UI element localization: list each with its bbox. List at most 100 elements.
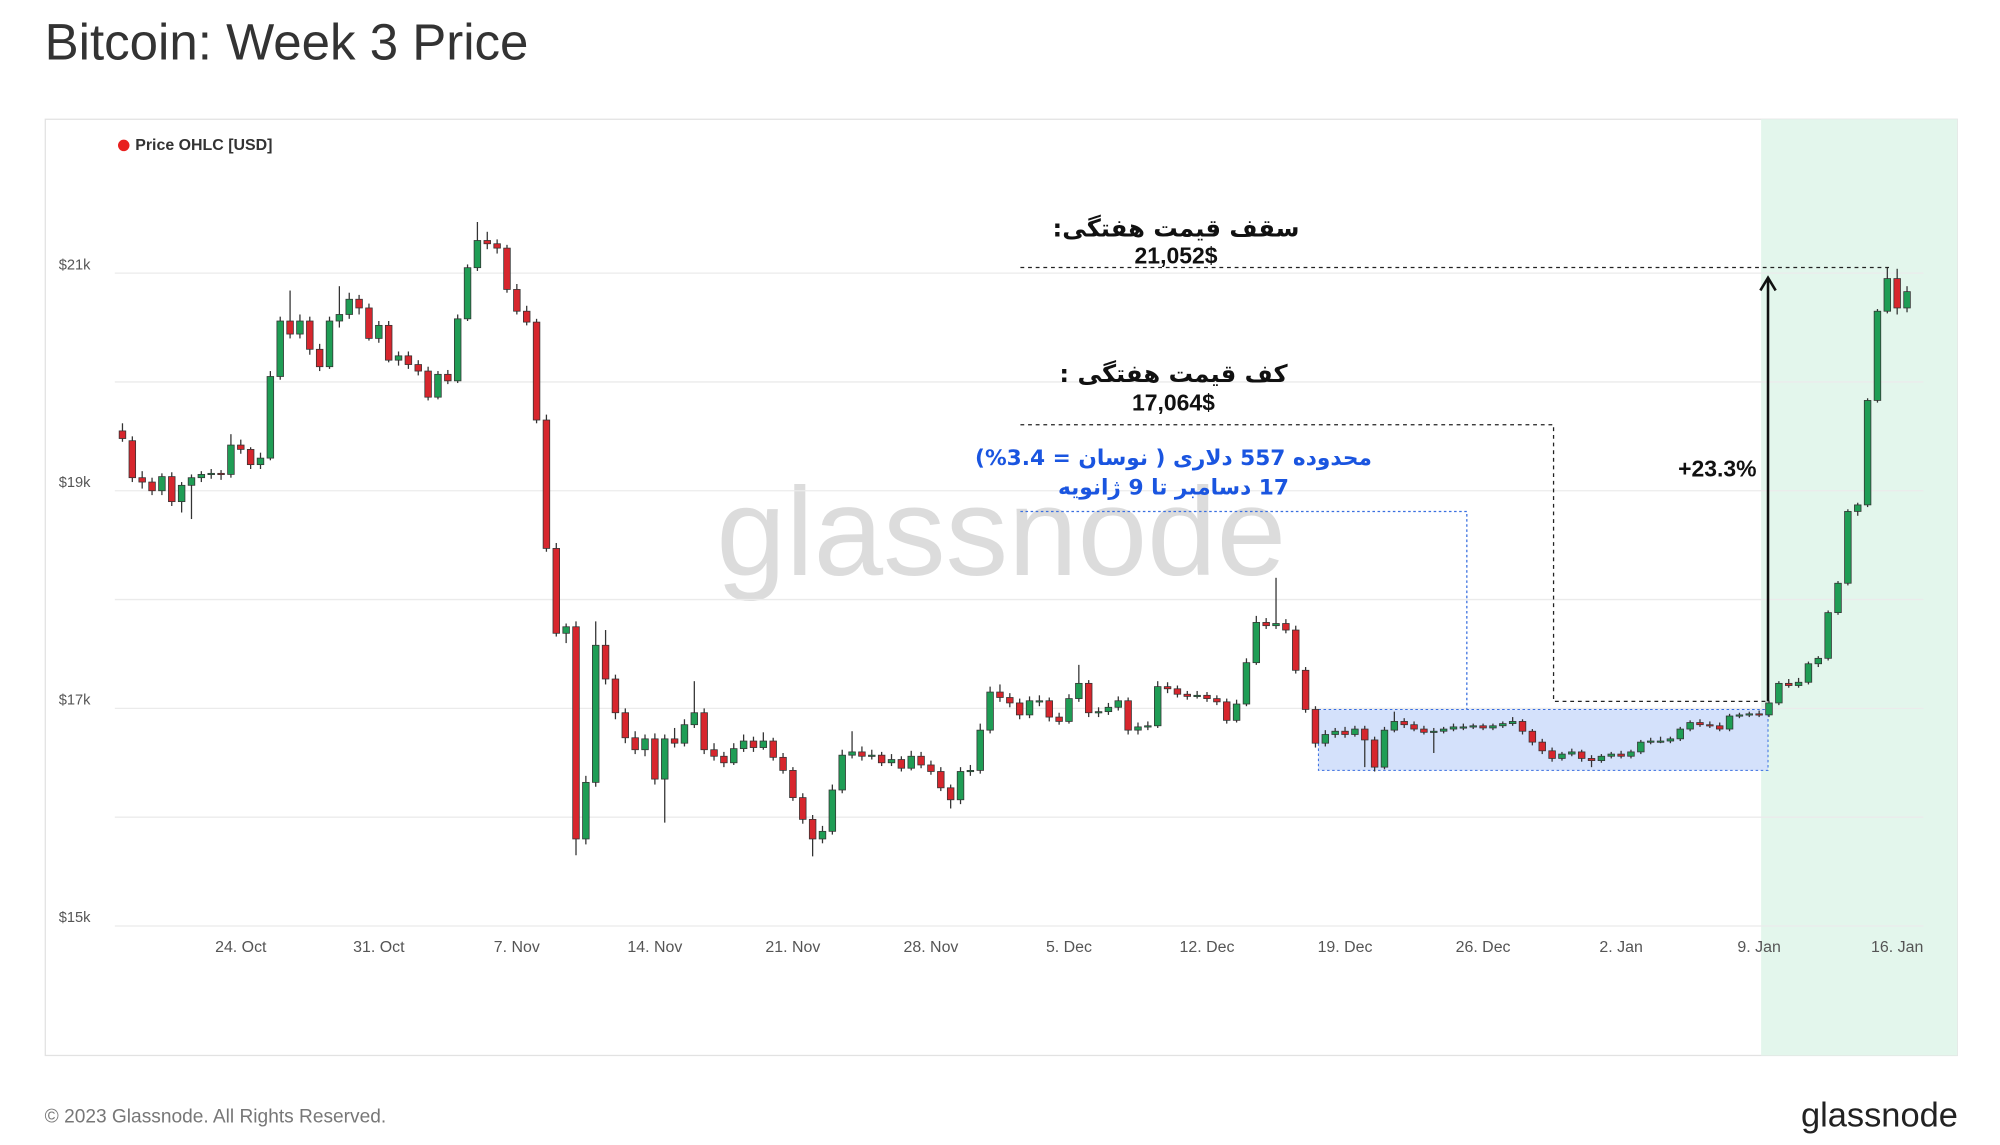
candle-body (1262, 622, 1270, 627)
candle-body (1410, 724, 1418, 730)
candle-body (424, 370, 432, 398)
candle-body (1223, 701, 1231, 721)
candle-body (601, 644, 610, 680)
candle-body (769, 740, 777, 758)
candle-body (1420, 728, 1428, 733)
candle-body (1361, 728, 1369, 741)
candle-body (1311, 709, 1320, 744)
candle-body (394, 355, 403, 361)
chart-title: Bitcoin: Week 3 Price (45, 13, 529, 70)
candle-body (1124, 700, 1132, 731)
candle-body (1646, 740, 1655, 743)
candle-body (1272, 623, 1280, 627)
candle-body (1548, 750, 1556, 759)
candle-body (503, 247, 511, 290)
candle-body (1065, 698, 1073, 722)
candle-body (1341, 730, 1349, 735)
candle-body (1331, 730, 1339, 735)
candle-body (187, 477, 196, 486)
candle-body (177, 484, 186, 503)
candle-body (1745, 713, 1753, 716)
candle-body (611, 678, 620, 714)
candle-body (621, 712, 630, 739)
candle-body (1075, 682, 1083, 699)
candle-body (1351, 728, 1359, 735)
candle-body (1676, 728, 1684, 740)
candle-body (1282, 623, 1290, 631)
candle-body (493, 243, 501, 249)
logo: glassnode (1801, 1096, 1958, 1134)
candle-body (1538, 741, 1546, 752)
x-tick-label: 19. Dec (1318, 939, 1373, 956)
candle-body (1903, 291, 1911, 309)
candle-body (966, 770, 975, 773)
x-tick-label: 14. Nov (627, 939, 682, 956)
candle-body (355, 298, 363, 309)
candle-body (197, 474, 206, 479)
candle-body (1193, 694, 1201, 697)
candle-body (1617, 753, 1625, 757)
candle-body (1370, 739, 1379, 768)
candle-body (1380, 729, 1389, 768)
candle-body (1804, 663, 1813, 683)
candle-body (1045, 700, 1053, 718)
candle-body (1794, 681, 1803, 686)
candle-body (917, 755, 925, 766)
candle-body (306, 320, 314, 350)
candle-body (158, 476, 166, 492)
candle-body (345, 298, 353, 315)
candle-body (1203, 694, 1211, 699)
x-tick-label: 26. Dec (1456, 939, 1511, 956)
legend-marker (118, 139, 130, 152)
candle-body (730, 748, 738, 764)
candle-body (1834, 582, 1842, 614)
candle-body (473, 240, 482, 269)
candle-body (680, 724, 689, 744)
candle-body (256, 457, 265, 466)
candle-body (1587, 758, 1596, 761)
floor-label: کف قیمت هفتگی : (1059, 359, 1288, 388)
y-tick-label: $17k (59, 693, 91, 709)
x-tick-label: 24. Oct (215, 939, 267, 956)
candle-body (1735, 714, 1744, 717)
candle-body (1696, 722, 1704, 726)
candle-body (848, 751, 856, 756)
candle-body (1686, 722, 1694, 730)
candle-body (858, 751, 866, 757)
candle-body (1479, 725, 1487, 729)
candle-body (532, 321, 541, 421)
candle-body (138, 477, 146, 483)
candle-body (1035, 700, 1044, 703)
candle-body (118, 430, 127, 439)
candle-body (227, 444, 235, 475)
candle-body (453, 318, 462, 382)
candle-body (749, 740, 758, 748)
candle-body (1430, 730, 1438, 733)
candle-body (897, 759, 906, 769)
candle-body (128, 440, 137, 479)
candle-body (444, 373, 452, 382)
candle-body (996, 691, 1004, 698)
candle-body (946, 787, 955, 801)
legend-label: Price OHLC [USD] (135, 137, 272, 154)
candle-body (1390, 721, 1399, 731)
candle-body (1607, 753, 1615, 757)
ceiling-value: 21,052$ (1135, 243, 1218, 269)
candle-body (1844, 511, 1852, 584)
range-label: محدوده 557 دلاری ( نوسان = 3.4%) (975, 446, 1372, 471)
candle-body (1863, 400, 1872, 506)
candle-body (828, 789, 837, 832)
candle-body (1449, 726, 1458, 730)
candle-body (1854, 504, 1862, 512)
range-guide (1020, 510, 1468, 710)
candle-body (1301, 669, 1310, 710)
candle-body (1025, 700, 1034, 716)
candle-body (246, 449, 255, 466)
x-tick-label: 31. Oct (353, 939, 405, 956)
candle-body (1775, 682, 1783, 704)
candle-body (1232, 703, 1241, 721)
candle-body (670, 738, 679, 744)
candle-body (887, 759, 896, 764)
candle-body (1144, 725, 1152, 728)
